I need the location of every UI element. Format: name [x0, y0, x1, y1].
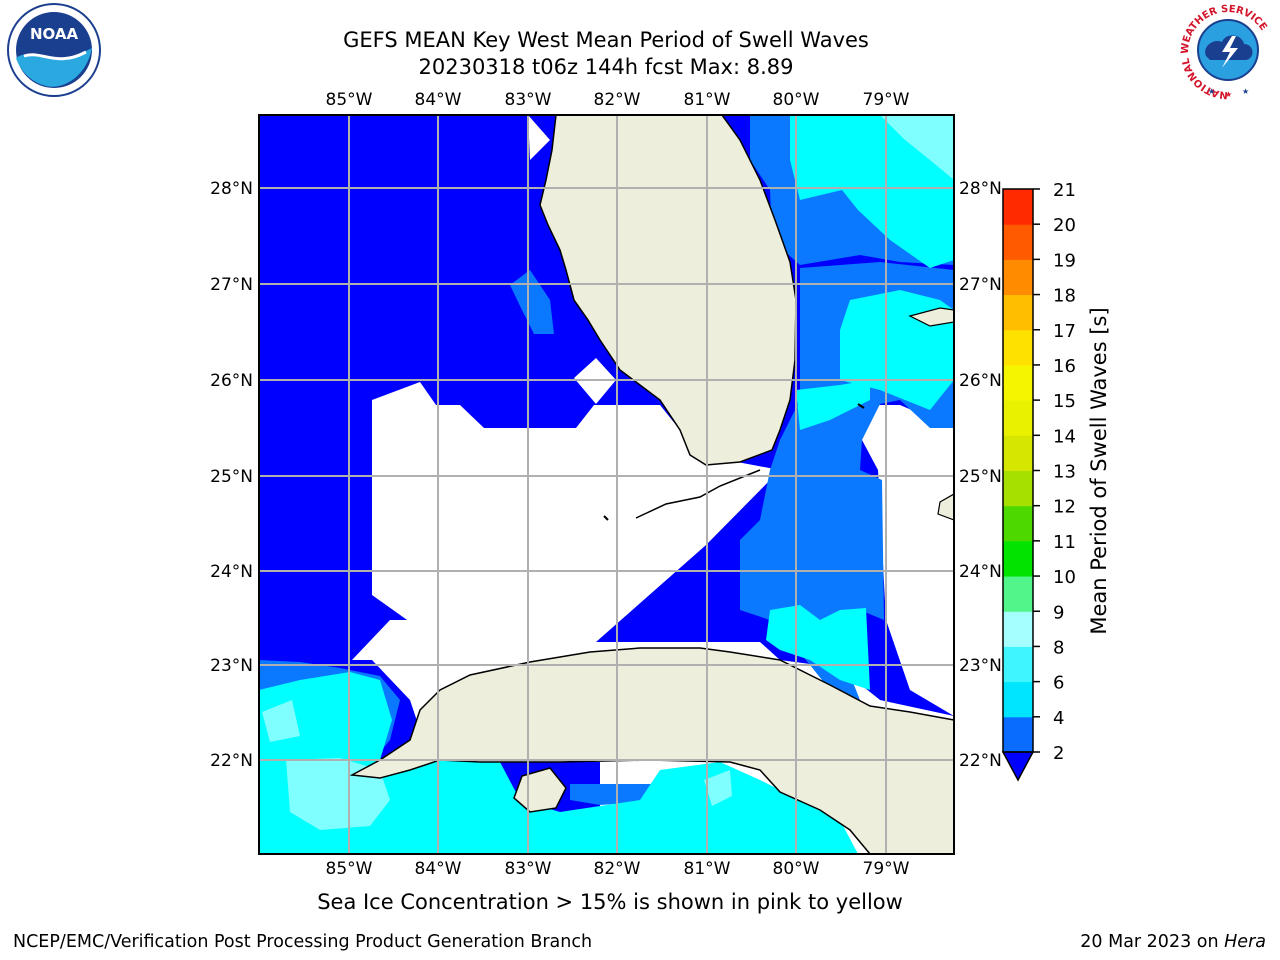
colorbar-segment	[1003, 435, 1033, 471]
colorbar-tick-label: 17	[1053, 321, 1076, 342]
colorbar-segment	[1003, 681, 1033, 718]
colorbar-tick-label: 14	[1053, 426, 1076, 447]
lat-label-left: 27°N	[210, 275, 253, 295]
footer-date: 20 Mar 2023 on Hera	[1080, 932, 1266, 952]
colorbar-segment	[1003, 364, 1033, 401]
lat-label-right: 25°N	[959, 467, 1002, 487]
colorbar-segment	[1003, 540, 1033, 577]
lon-label-bottom: 81°W	[684, 859, 731, 879]
lon-label-top: 83°W	[505, 90, 552, 110]
colorbar-segment	[1003, 259, 1033, 296]
colorbar: 2 4 6 8 9 10 11 12 13 14 15 16 17 18 19 20 21	[1001, 180, 1076, 782]
colorbar-segment	[1003, 505, 1033, 542]
colorbar-tick-label: 2	[1053, 743, 1064, 764]
lon-label-bottom: 84°W	[415, 859, 462, 879]
footer-credit: NCEP/EMC/Verification Post Processing Pr…	[13, 932, 593, 952]
lat-label-right: 27°N	[959, 275, 1002, 295]
colorbar-tick-label: 4	[1053, 708, 1064, 729]
graticule	[259, 115, 954, 854]
map-field	[259, 115, 954, 854]
lat-label-right: 24°N	[959, 562, 1002, 582]
lat-label-right: 22°N	[959, 751, 1002, 771]
colorbar-tick-label: 6	[1053, 673, 1064, 694]
noaa-logo-text: NOAA	[30, 25, 79, 43]
colorbar-tick-label: 21	[1053, 180, 1076, 201]
colorbar-tick-label: 12	[1053, 497, 1076, 518]
colorbar-segment	[1003, 329, 1033, 366]
lon-label-top: 85°W	[326, 90, 373, 110]
colorbar-tick-label: 19	[1053, 250, 1076, 271]
lat-label-left: 26°N	[210, 371, 253, 391]
lon-label-top: 84°W	[415, 90, 462, 110]
colorbar-segment	[1003, 576, 1033, 612]
lat-label-left: 28°N	[210, 179, 253, 199]
footer-machine: Hera	[1224, 932, 1266, 952]
colorbar-segment	[1003, 470, 1033, 507]
colorbar-tick-label: 11	[1053, 532, 1076, 553]
lat-label-left: 23°N	[210, 656, 253, 676]
lon-label-bottom: 80°W	[773, 859, 820, 879]
colorbar-segment	[1003, 400, 1033, 436]
lat-label-right: 28°N	[959, 179, 1002, 199]
chart-subtitle: 20230318 t06z 144h fcst Max: 8.89	[418, 55, 794, 79]
colorbar-tick-label: 10	[1053, 567, 1076, 588]
lon-label-bottom: 83°W	[505, 859, 552, 879]
colorbar-tick-label: 20	[1053, 215, 1076, 236]
colorbar-tick-label: 13	[1053, 462, 1076, 483]
lat-label-left: 25°N	[210, 467, 253, 487]
colorbar-tick-label: 15	[1053, 391, 1076, 412]
colorbar-tick-label: 16	[1053, 356, 1076, 377]
colorbar-segment	[1003, 224, 1033, 260]
colorbar-tick-label: 9	[1053, 602, 1064, 623]
svg-text:★: ★	[1225, 90, 1232, 99]
lat-label-left: 22°N	[210, 751, 253, 771]
lat-label-right: 23°N	[959, 656, 1002, 676]
svg-text:★: ★	[1242, 87, 1249, 96]
colorbar-segment	[1003, 189, 1033, 225]
colorbar-label: Mean Period of Swell Waves [s]	[1087, 307, 1111, 634]
colorbar-under-extension	[1001, 751, 1035, 782]
lon-label-bottom: 79°W	[863, 859, 910, 879]
noaa-logo: NOAA	[7, 3, 101, 97]
chart-title: GEFS MEAN Key West Mean Period of Swell …	[343, 28, 869, 52]
footer-date-text: 20 Mar 2023 on	[1080, 932, 1225, 952]
lat-label-left: 24°N	[210, 562, 253, 582]
svg-text:★: ★	[1208, 87, 1215, 96]
lon-label-top: 80°W	[773, 90, 820, 110]
colorbar-segment	[1003, 716, 1033, 753]
colorbar-segment	[1003, 611, 1033, 647]
colorbar-segment	[1003, 294, 1033, 331]
nws-logo: NATIONAL WEATHER SERVICE ★ ★ ★	[1180, 4, 1274, 100]
lon-label-top: 82°W	[594, 90, 641, 110]
colorbar-tick-label: 8	[1053, 637, 1064, 658]
map-frame	[258, 114, 955, 855]
lon-label-top: 79°W	[863, 90, 910, 110]
lon-label-top: 81°W	[684, 90, 731, 110]
lon-label-bottom: 82°W	[594, 859, 641, 879]
sea-ice-note: Sea Ice Concentration > 15% is shown in …	[317, 890, 903, 914]
colorbar-tick-label: 18	[1053, 286, 1076, 307]
lat-label-right: 26°N	[959, 371, 1002, 391]
colorbar-segment	[1003, 646, 1033, 683]
lon-label-bottom: 85°W	[326, 859, 373, 879]
